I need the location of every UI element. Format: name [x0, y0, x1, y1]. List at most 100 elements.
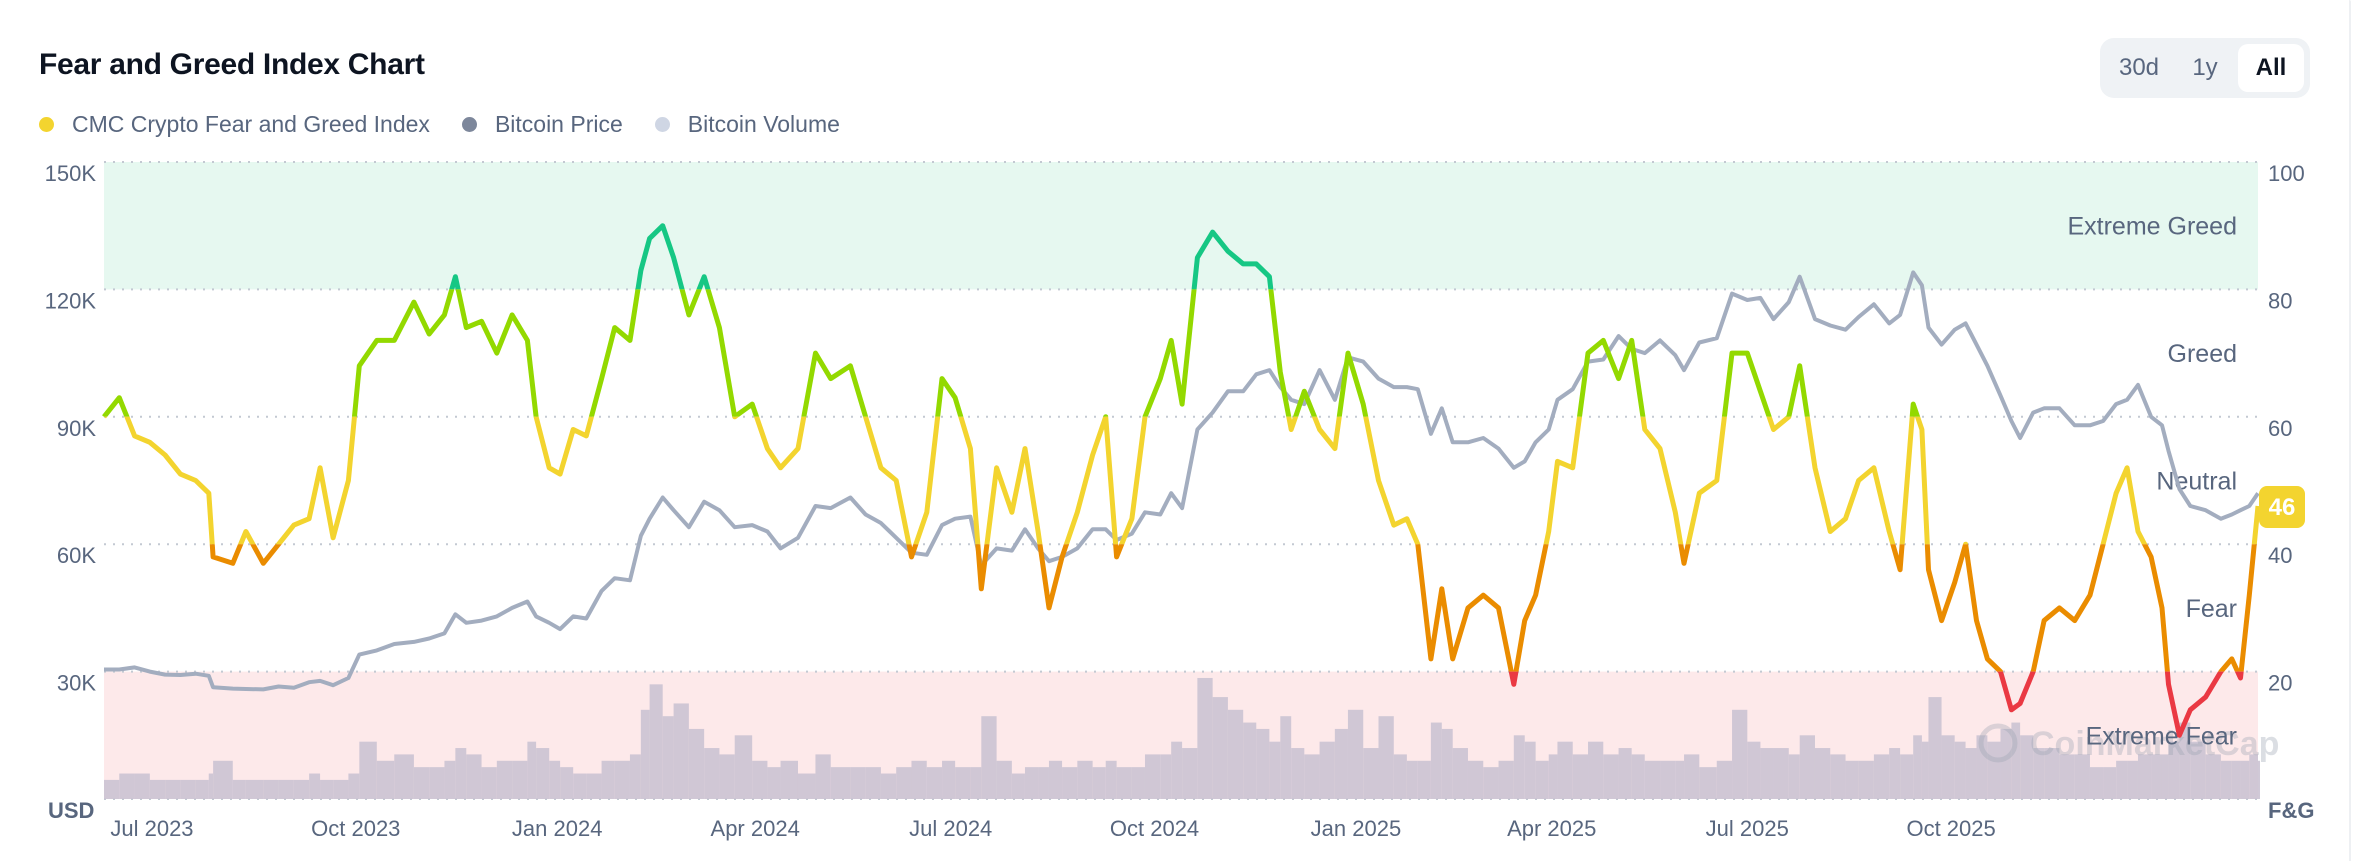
volume-bar — [1747, 741, 1761, 799]
volume-bar — [1603, 754, 1619, 799]
volume-bar — [2231, 760, 2241, 799]
y-axis-right-tick: 80 — [2268, 288, 2292, 313]
volume-bar — [1212, 697, 1228, 799]
volume-bar — [673, 703, 689, 799]
volume-bar — [1280, 716, 1292, 799]
volume-bar — [180, 779, 196, 799]
volume-bar — [1524, 741, 1536, 799]
volume-bar — [466, 754, 482, 799]
volume-bar — [1038, 767, 1049, 799]
volume-bar — [981, 716, 997, 799]
legend-item-bitcoin-volume[interactable]: Bitcoin Volume — [654, 111, 840, 138]
volume-bar — [2258, 760, 2260, 799]
volume-bar — [2074, 754, 2090, 799]
volume-bar — [1788, 754, 1800, 799]
watermark-text: CoinMarketCap — [2030, 725, 2279, 763]
volume-bar — [1393, 754, 1407, 799]
volume-bar — [1291, 748, 1305, 799]
volume-bar — [911, 760, 927, 799]
volume-bar — [1889, 748, 1901, 799]
volume-bar — [614, 760, 630, 799]
volume-bar — [1732, 709, 1748, 799]
volume-bar — [1965, 748, 1977, 799]
volume-bar — [1498, 760, 1514, 799]
volume-bar — [1845, 760, 1859, 799]
volume-bar — [1024, 767, 1039, 799]
volume-bar — [2059, 754, 2075, 799]
volume-bar — [512, 760, 528, 799]
volume-bar — [444, 760, 456, 799]
volume-bar — [1105, 760, 1117, 799]
volume-bar — [208, 773, 214, 799]
volume-bar — [1660, 760, 1676, 799]
x-axis-tick: Oct 2025 — [1906, 816, 1995, 841]
volume-bar — [1452, 748, 1468, 799]
x-axis-tick: Jul 2023 — [110, 816, 193, 841]
volume-bar — [134, 773, 150, 799]
volume-bar — [2161, 754, 2169, 799]
volume-bar — [2011, 722, 2021, 799]
volume-bar — [704, 748, 720, 799]
legend-item-fear-greed[interactable]: CMC Crypto Fear and Greed Index — [39, 111, 430, 138]
volume-bar — [850, 767, 866, 799]
volume-bar — [1987, 741, 2001, 799]
volume-bar — [1430, 722, 1442, 799]
x-axis-tick: Jul 2025 — [1706, 816, 1789, 841]
volume-bar — [527, 741, 537, 799]
volume-bar — [1483, 767, 1499, 799]
volume-bar — [549, 760, 561, 799]
volume-bar — [496, 760, 513, 799]
volume-bar — [1160, 754, 1172, 799]
volume-bar — [734, 735, 753, 799]
volume-bar — [376, 760, 395, 799]
volume-bar — [1631, 754, 1645, 799]
volume-bar — [1304, 754, 1320, 799]
y-axis-left-tick: 30K — [57, 671, 96, 696]
volume-bar — [2205, 754, 2221, 799]
volume-bar — [865, 767, 881, 799]
volume-bar — [165, 779, 181, 799]
volume-bar — [1513, 735, 1525, 799]
volume-bar — [1144, 754, 1161, 799]
x-axis-tick: Jul 2024 — [909, 816, 992, 841]
volume-bar — [830, 767, 851, 799]
volume-bar — [1062, 767, 1078, 799]
legend-item-bitcoin-price[interactable]: Bitcoin Price — [461, 111, 623, 138]
y-axis-right-unit: F&G — [2268, 798, 2314, 823]
volume-bar — [359, 741, 377, 799]
range-button-all[interactable]: All — [2238, 44, 2304, 92]
y-axis-right-tick: 40 — [2268, 543, 2292, 568]
band-label-extreme-fear: Extreme Fear — [2086, 722, 2237, 750]
volume-bar — [1347, 709, 1364, 799]
volume-bar — [586, 773, 602, 799]
volume-bar — [1319, 741, 1335, 799]
volume-bar — [2168, 741, 2180, 799]
x-axis-tick: Jan 2024 — [512, 816, 603, 841]
volume-bar — [1197, 677, 1213, 799]
volume-bar — [2127, 760, 2138, 799]
current-value-badge: 46 — [2259, 485, 2305, 528]
y-axis-left-tick: 120K — [45, 288, 97, 313]
volume-bar — [640, 709, 650, 799]
volume-bar — [719, 754, 735, 799]
volume-bar — [348, 773, 360, 799]
volume-bar — [1417, 760, 1431, 799]
volume-bar — [1227, 709, 1244, 799]
fear-greed-line-greed — [102, 289, 1921, 417]
volume-bar — [880, 773, 897, 799]
range-button-1y[interactable]: 1y — [2192, 54, 2218, 81]
volume-bar — [996, 760, 1012, 799]
range-button-30d[interactable]: 30d — [2118, 54, 2160, 81]
volume-bar — [1913, 735, 1922, 799]
volume-bar — [413, 767, 430, 799]
volume-bar — [767, 767, 781, 799]
volume-bar — [629, 754, 641, 799]
volume-bar — [1716, 760, 1733, 799]
volume-bar — [2103, 767, 2117, 799]
legend-dot-icon — [39, 117, 54, 132]
y-axis-right-tick: 20 — [2268, 671, 2292, 696]
volume-bar — [1535, 760, 1549, 799]
y-axis-left-tick: 60K — [57, 543, 96, 568]
volume-bar — [333, 779, 349, 799]
